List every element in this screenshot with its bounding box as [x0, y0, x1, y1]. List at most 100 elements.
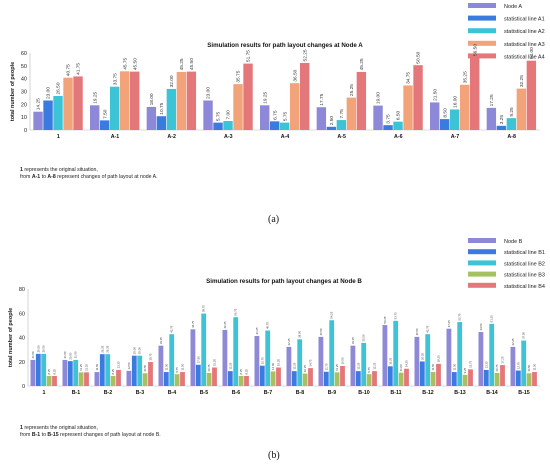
- chart-b-bar-4-14: [500, 365, 505, 386]
- chart-b-bar-0-6: [222, 329, 228, 386]
- chart-b-data-label-0-8: 32.25: [287, 338, 291, 345]
- chart-b-bar-2-1: [73, 359, 79, 386]
- chart-b-bar-1-2: [99, 354, 105, 386]
- chart-b-data-label-4-2: 13.25: [116, 361, 120, 368]
- chart-a-bar-4-6: [413, 65, 423, 130]
- chart-a-bar-0-4: [260, 105, 270, 130]
- chart-b-xtick-7: B-7: [264, 390, 273, 396]
- chart-b-bar-3-5: [206, 372, 212, 386]
- chart-a-data-label-2-0: 26.50: [56, 82, 62, 94]
- chart-b-xtick-8: B-8: [296, 390, 305, 396]
- chart-a-data-label-3-0: 40.75: [66, 64, 72, 76]
- chart-a-bar-2-3: [223, 121, 233, 130]
- chart-b-data-label-1-7: 16.75: [260, 357, 264, 364]
- chart-b-data-label-0-13: 47.25: [447, 320, 451, 327]
- chart-b-legend-label-2: statistical line B2: [504, 261, 545, 267]
- chart-a-data-label-4-2: 45.50: [189, 58, 195, 70]
- chart-a-bar-1-0: [43, 100, 53, 130]
- chart-b-bar-2-0: [41, 353, 47, 386]
- chart-a-data-label-1-0: 23.00: [46, 87, 52, 99]
- chart-b-bar-1-11: [387, 366, 393, 386]
- chart-a-ytick-4: 40: [21, 77, 27, 83]
- chart-a-bar-3-1: [120, 71, 130, 130]
- chart-a-ytick-6: 60: [21, 51, 27, 57]
- chart-b-bar-3-1: [78, 372, 84, 386]
- chart-a-ytick-5: 50: [21, 64, 27, 70]
- note-b-bold-3: B-15: [47, 432, 59, 438]
- chart-b-bar-0-7: [254, 335, 260, 386]
- chart-b-ylabel: total number of people: [8, 308, 14, 367]
- chart-b-bar-2-6: [233, 317, 239, 386]
- chart-a-bar-2-5: [336, 120, 347, 130]
- chart-a-bar-1-4: [270, 121, 280, 130]
- chart-b-data-label-2-2: 26.25: [106, 345, 110, 352]
- chart-b-bar-4-11: [404, 368, 409, 386]
- chart-b-data-label-2-4: 42.75: [170, 325, 174, 332]
- chart-b-data-label-0-4: 33.25: [159, 337, 163, 344]
- chart-a-data-label-2-3: 7.00: [226, 110, 232, 120]
- chart-a-legend-swatch-0: [468, 3, 496, 8]
- chart-b-data-label-3-8: 10.25: [303, 365, 307, 372]
- chart-b-data-label-3-0: 8.25: [47, 369, 51, 375]
- chart-a-bar-2-1: [110, 86, 120, 130]
- chart-b-data-label-3-4: 9.75: [175, 367, 179, 373]
- chart-b-data-label-4-7: 15.25: [276, 359, 280, 366]
- chart-b-bar-1-0: [35, 353, 41, 386]
- chart-b-svg: Node B statistical line B1 statistical lin…: [8, 238, 545, 396]
- note-b-text-1: represents the original situation,: [22, 425, 98, 431]
- chart-b-bar-1-7: [259, 365, 265, 386]
- chart-b-data-label-1-11: 16.25: [388, 357, 392, 364]
- chart-b-ytick-4: 80: [19, 287, 25, 293]
- chart-a-bar-1-5: [326, 126, 337, 130]
- chart-a-bar-4-7: [470, 57, 480, 130]
- chart-a-ytick-2: 20: [21, 102, 27, 108]
- chart-b-data-label-3-3: 10.50: [143, 364, 147, 371]
- chart-b-bar-0-3: [126, 370, 132, 386]
- chart-a-bar-1-8: [496, 125, 507, 130]
- note-a-text-3: to: [40, 174, 48, 180]
- chart-b-data-label-4-0: 8.25: [52, 369, 56, 375]
- chart-b-data-label-2-8: 38.50: [298, 330, 302, 337]
- chart-b-data-label-0-0: 21.50: [31, 351, 35, 358]
- chart-b-data-label-4-5: 15.25: [212, 359, 216, 366]
- chart-a-ytick-3: 30: [21, 90, 27, 96]
- chart-b-bar-1-15: [515, 370, 521, 386]
- chart-a-data-label-1-7: 8.50: [442, 108, 448, 118]
- chart-b-bar-4-2: [116, 369, 121, 386]
- note-b-text-3: to: [40, 432, 48, 438]
- chart-a-data-label-4-3: 51.75: [246, 50, 252, 62]
- chart-b-data-label-1-1: 20.50: [68, 352, 72, 359]
- chart-a-data-label-0-7: 21.50: [432, 89, 438, 101]
- chart-b-data-label-0-9: 40.50: [319, 328, 323, 335]
- chart-b-bar-1-12: [419, 361, 425, 386]
- chart-b-legend-swatch-2: [468, 260, 496, 266]
- chart-b-bar-4-10: [372, 371, 377, 386]
- chart-a-data-label-4-7: 56.50: [472, 44, 478, 56]
- chart-b-data-label-0-5: 46.75: [191, 320, 195, 327]
- chart-a-data-label-3-8: 32.25: [519, 75, 525, 87]
- chart-a-data-label-2-2: 32.00: [169, 75, 175, 87]
- chart-b-bar-0-4: [158, 345, 164, 386]
- chart-b-data-label-0-2: 11.50: [95, 363, 99, 370]
- chart-a-legend-swatch-2: [468, 28, 496, 34]
- chart-b-bar-0-13: [446, 328, 452, 386]
- subfigure-label-a: (a): [268, 214, 280, 225]
- chart-b-data-label-1-15: 12.75: [516, 362, 520, 369]
- chart-b-bar-3-0: [46, 375, 52, 386]
- chart-b-data-label-1-2: 26.25: [100, 345, 104, 352]
- chart-b-legend-label-0: Node B: [504, 239, 523, 245]
- chart-b-bar-0-15: [510, 346, 516, 386]
- chart-a-data-label-2-7: 16.00: [452, 96, 458, 108]
- chart-b-bar-3-14: [494, 372, 500, 386]
- note-b-bold-2: B-1: [31, 432, 41, 438]
- chart-b-bar-3-4: [174, 374, 180, 386]
- chart-b-bar-2-13: [457, 322, 463, 386]
- chart-a-data-label-3-7: 35.25: [462, 71, 468, 83]
- chart-b-xtick-13: B-13: [454, 390, 466, 396]
- chart-b-bar-2-4: [169, 334, 175, 386]
- chart-b-data-label-3-7: 12.00: [271, 363, 275, 370]
- chart-panel-b: Node B statistical line B1 statistical lin…: [0, 232, 550, 464]
- chart-b-data-label-1-10: 12.25: [356, 362, 360, 369]
- chart-a-bar-0-3: [203, 100, 213, 130]
- chart-b-bar-1-14: [483, 369, 489, 386]
